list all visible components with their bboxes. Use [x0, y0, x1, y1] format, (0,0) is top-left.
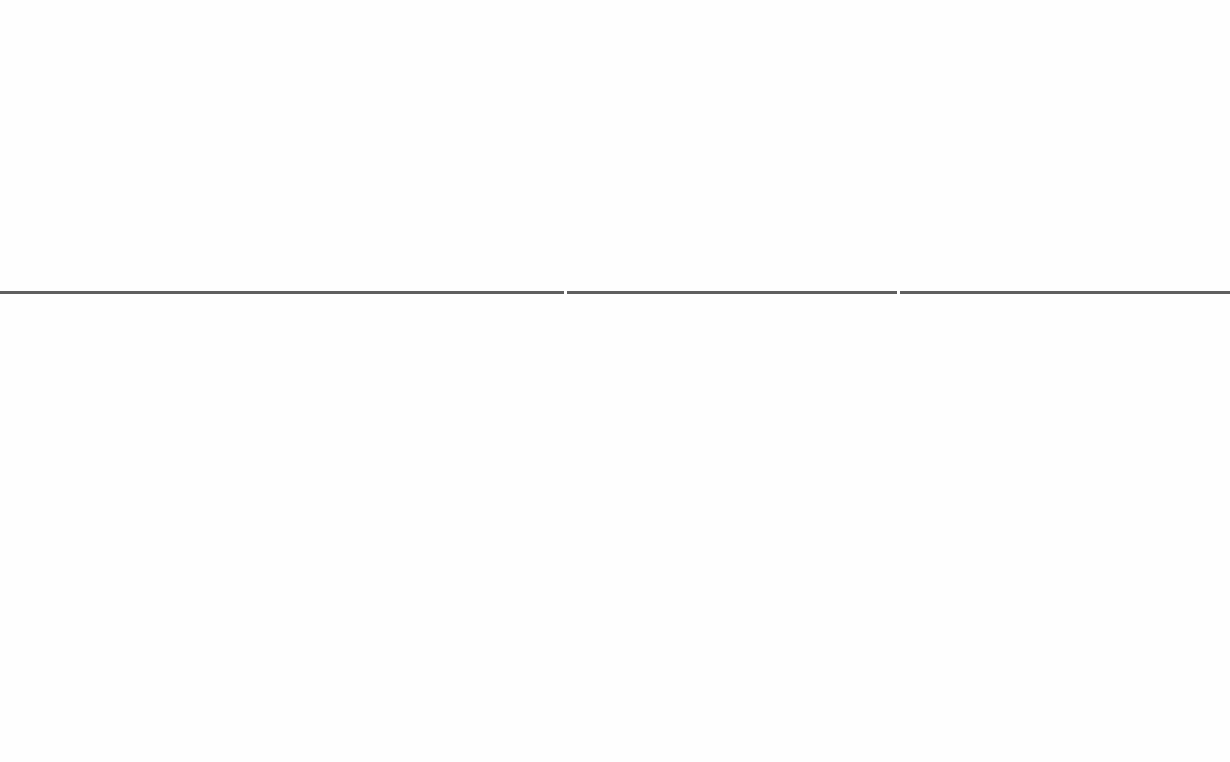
column-divider-middle	[567, 291, 897, 294]
column-divider-left	[0, 291, 564, 294]
column-divider-right	[900, 291, 1230, 294]
